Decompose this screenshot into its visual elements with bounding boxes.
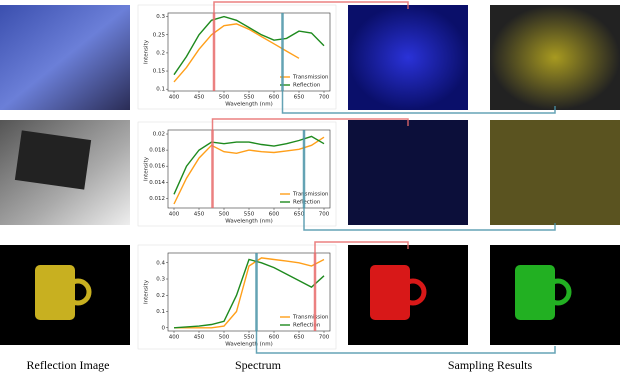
x-tick-label: 450 bbox=[194, 335, 205, 341]
series-line bbox=[173, 135, 325, 195]
series-line bbox=[173, 15, 325, 76]
x-axis-label: Wavelength (nm) bbox=[225, 219, 273, 225]
x-tick-label: 450 bbox=[194, 212, 205, 218]
x-tick-label: 550 bbox=[244, 212, 255, 218]
sample-image bbox=[348, 120, 468, 225]
x-tick-label: 600 bbox=[269, 212, 280, 218]
y-tick-label: 0.4 bbox=[156, 260, 165, 266]
y-tick-label: 0.1 bbox=[156, 309, 165, 315]
legend-label: Transmission bbox=[292, 315, 329, 321]
y-tick-label: 0.018 bbox=[149, 148, 165, 154]
connector bbox=[281, 91, 556, 114]
x-tick-label: 400 bbox=[169, 95, 180, 101]
legend-label: Reflection bbox=[293, 83, 321, 89]
caption: Reflection Image bbox=[27, 358, 110, 372]
y-tick-label: 0.3 bbox=[156, 277, 165, 283]
reflection-image bbox=[0, 5, 130, 110]
mug-handle bbox=[544, 278, 572, 306]
sample-image bbox=[490, 120, 620, 225]
x-tick-label: 500 bbox=[219, 95, 230, 101]
x-tick-label: 450 bbox=[194, 95, 205, 101]
x-tick-label: 550 bbox=[244, 95, 255, 101]
legend-label: Transmission bbox=[292, 192, 329, 198]
caption: Spectrum bbox=[235, 358, 282, 372]
series-line bbox=[173, 23, 300, 83]
y-tick-label: 0.2 bbox=[156, 293, 165, 299]
x-tick-label: 700 bbox=[319, 212, 330, 218]
images bbox=[0, 5, 620, 345]
mug bbox=[370, 265, 410, 320]
mug-handle bbox=[64, 278, 92, 306]
legend-label: Reflection bbox=[293, 200, 321, 206]
y-axis-label: Intensity bbox=[144, 39, 150, 64]
legend-label: Reflection bbox=[293, 323, 321, 329]
series-line bbox=[173, 136, 325, 205]
chart-background bbox=[137, 4, 337, 110]
legend-label: Transmission bbox=[292, 75, 329, 81]
y-tick-label: 0.3 bbox=[156, 14, 165, 20]
x-tick-label: 600 bbox=[269, 335, 280, 341]
mug bbox=[515, 265, 555, 320]
y-tick-label: 0.012 bbox=[149, 196, 165, 202]
mug bbox=[35, 265, 75, 320]
x-tick-label: 600 bbox=[269, 95, 280, 101]
y-tick-label: 0.016 bbox=[149, 164, 165, 170]
y-tick-label: 0.15 bbox=[153, 69, 166, 75]
chart-background bbox=[137, 244, 337, 350]
sample-image bbox=[348, 5, 468, 110]
x-tick-label: 650 bbox=[294, 95, 305, 101]
y-tick-label: 0.1 bbox=[156, 87, 165, 93]
connector bbox=[314, 241, 409, 253]
x-tick-label: 550 bbox=[244, 335, 255, 341]
x-axis-label: Wavelength (nm) bbox=[225, 102, 273, 108]
x-tick-label: 650 bbox=[294, 335, 305, 341]
y-axis-label: Intensity bbox=[144, 279, 150, 304]
photo bbox=[14, 130, 92, 190]
connector bbox=[213, 1, 409, 13]
y-tick-label: 0.02 bbox=[153, 132, 165, 138]
mug-handle bbox=[399, 278, 427, 306]
y-axis-label: Intensity bbox=[144, 156, 150, 181]
series-line bbox=[174, 257, 325, 329]
x-tick-label: 650 bbox=[294, 212, 305, 218]
x-tick-label: 400 bbox=[169, 335, 180, 341]
connector bbox=[303, 208, 556, 231]
x-tick-label: 500 bbox=[219, 212, 230, 218]
caption: Sampling Results bbox=[448, 358, 533, 372]
series-line bbox=[173, 258, 325, 329]
x-tick-label: 500 bbox=[219, 335, 230, 341]
y-tick-label: 0.25 bbox=[153, 32, 166, 38]
connector bbox=[255, 331, 556, 354]
x-tick-label: 700 bbox=[319, 335, 330, 341]
x-tick-label: 400 bbox=[169, 212, 180, 218]
y-tick-label: 0.2 bbox=[156, 50, 165, 56]
x-tick-label: 700 bbox=[319, 95, 330, 101]
y-tick-label: 0.014 bbox=[149, 180, 165, 186]
x-axis-label: Wavelength (nm) bbox=[225, 342, 273, 348]
connector bbox=[211, 118, 409, 130]
sample-image bbox=[490, 5, 620, 110]
y-tick-label: 0 bbox=[162, 325, 166, 331]
